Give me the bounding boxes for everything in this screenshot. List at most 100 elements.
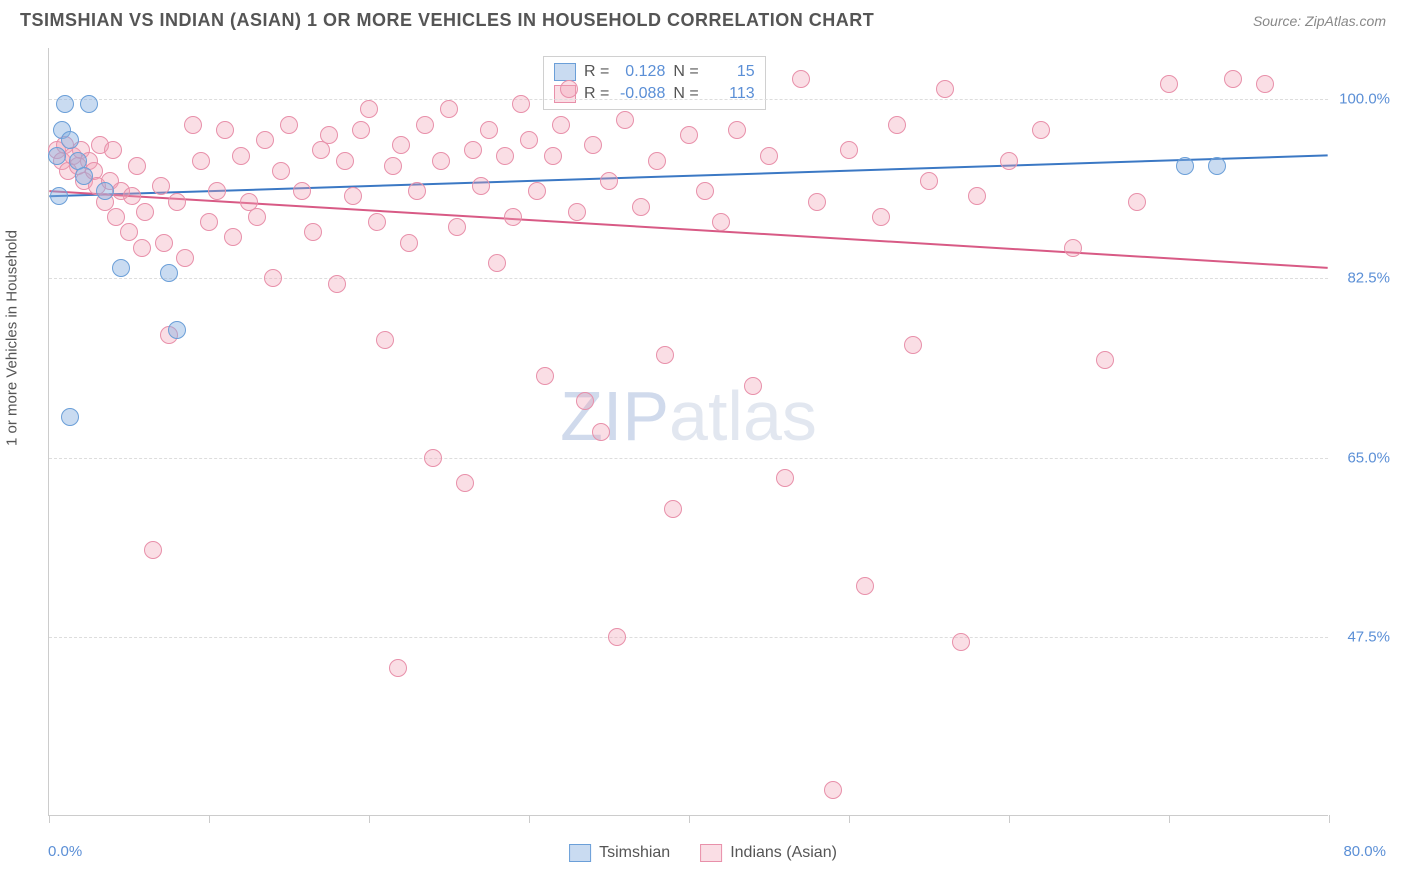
data-point (112, 259, 130, 277)
data-point (232, 147, 250, 165)
data-point (328, 275, 346, 293)
data-point (384, 157, 402, 175)
legend-item-label: Indians (Asian) (730, 844, 837, 862)
legend-r-value: -0.088 (617, 85, 665, 103)
data-point (208, 182, 226, 200)
data-point (344, 187, 362, 205)
data-point (856, 577, 874, 595)
x-tick (529, 815, 530, 823)
data-point (1176, 157, 1194, 175)
data-point (576, 392, 594, 410)
data-point (712, 213, 730, 231)
data-point (920, 172, 938, 190)
x-axis-max-label: 80.0% (1343, 843, 1386, 860)
watermark: ZIPatlas (560, 376, 817, 456)
data-point (107, 208, 125, 226)
data-point (376, 331, 394, 349)
data-point (680, 126, 698, 144)
data-point (200, 213, 218, 231)
data-point (424, 449, 442, 467)
data-point (528, 182, 546, 200)
data-point (472, 177, 490, 195)
x-tick (689, 815, 690, 823)
data-point (536, 367, 554, 385)
x-tick (49, 815, 50, 823)
data-point (464, 141, 482, 159)
data-point (496, 147, 514, 165)
data-point (75, 167, 93, 185)
data-point (368, 213, 386, 231)
data-point (320, 126, 338, 144)
data-point (1000, 152, 1018, 170)
data-point (448, 218, 466, 236)
y-tick-label: 82.5% (1347, 270, 1390, 287)
legend-item: Indians (Asian) (700, 844, 837, 862)
legend-r-label: R = (584, 63, 609, 81)
data-point (824, 781, 842, 799)
data-point (61, 408, 79, 426)
data-point (696, 182, 714, 200)
data-point (144, 541, 162, 559)
x-tick (1169, 815, 1170, 823)
data-point (840, 141, 858, 159)
data-point (360, 100, 378, 118)
data-point (224, 228, 242, 246)
x-tick (1329, 815, 1330, 823)
data-point (520, 131, 538, 149)
data-point (280, 116, 298, 134)
legend-swatch-tsimshian (554, 63, 576, 81)
chart-title: TSIMSHIAN VS INDIAN (ASIAN) 1 OR MORE VE… (20, 10, 874, 31)
data-point (152, 177, 170, 195)
x-tick (1009, 815, 1010, 823)
data-point (160, 264, 178, 282)
legend-r-value: 0.128 (617, 63, 665, 81)
data-point (480, 121, 498, 139)
data-point (1064, 239, 1082, 257)
gridline (49, 458, 1328, 459)
data-point (176, 249, 194, 267)
data-point (904, 336, 922, 354)
chart-plot-area: ZIPatlas R = 0.128 N = 15 R = -0.088 N =… (48, 48, 1328, 816)
source-attribution: Source: ZipAtlas.com (1253, 13, 1386, 29)
data-point (808, 193, 826, 211)
data-point (632, 198, 650, 216)
data-point (416, 116, 434, 134)
data-point (776, 469, 794, 487)
data-point (61, 131, 79, 149)
data-point (56, 95, 74, 113)
data-point (96, 182, 114, 200)
data-point (155, 234, 173, 252)
data-point (80, 95, 98, 113)
gridline (49, 278, 1328, 279)
data-point (488, 254, 506, 272)
data-point (656, 346, 674, 364)
data-point (264, 269, 282, 287)
legend-swatch-indians (700, 844, 722, 862)
data-point (568, 203, 586, 221)
legend-r-label: R = (584, 85, 609, 103)
gridline (49, 637, 1328, 638)
y-tick-label: 65.0% (1347, 449, 1390, 466)
data-point (792, 70, 810, 88)
data-point (1096, 351, 1114, 369)
data-point (352, 121, 370, 139)
x-tick (849, 815, 850, 823)
series-legend: Tsimshian Indians (Asian) (569, 844, 837, 862)
data-point (512, 95, 530, 113)
data-point (256, 131, 274, 149)
x-tick (369, 815, 370, 823)
data-point (304, 223, 322, 241)
data-point (1032, 121, 1050, 139)
data-point (1160, 75, 1178, 93)
data-point (744, 377, 762, 395)
data-point (872, 208, 890, 226)
data-point (504, 208, 522, 226)
legend-n-label: N = (673, 63, 698, 81)
legend-n-value: 113 (707, 85, 755, 103)
legend-row: R = -0.088 N = 113 (554, 83, 755, 105)
data-point (408, 182, 426, 200)
data-point (592, 423, 610, 441)
data-point (133, 239, 151, 257)
data-point (440, 100, 458, 118)
data-point (168, 193, 186, 211)
